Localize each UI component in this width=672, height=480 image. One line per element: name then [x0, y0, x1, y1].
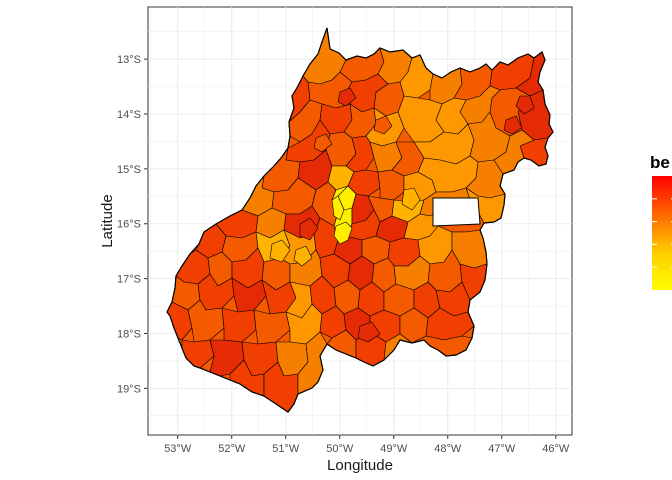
x-tick-label: 48°W — [434, 443, 462, 455]
legend-colorbar — [652, 176, 672, 290]
municipality-region — [293, 245, 313, 267]
x-tick-label: 49°W — [380, 443, 408, 455]
municipality-region — [377, 169, 405, 201]
y-tick-label: 19°S — [117, 383, 141, 395]
municipality-region — [299, 217, 319, 241]
y-tick-label: 13°S — [117, 54, 141, 66]
state-border — [166, 27, 554, 413]
municipality-region — [401, 187, 421, 211]
municipality-region — [515, 95, 535, 115]
x-tick-label: 47°W — [488, 443, 516, 455]
federal-district-no-data — [432, 197, 481, 227]
municipality-regions — [166, 27, 554, 413]
y-tick-label: 16°S — [117, 219, 141, 231]
municipality-region — [313, 133, 333, 153]
x-tick-label: 52°W — [218, 443, 246, 455]
municipality-region — [269, 239, 291, 263]
municipality-region — [337, 87, 357, 107]
y-tick-label: 18°S — [117, 328, 141, 340]
legend: be — [650, 153, 672, 290]
y-tick-label: 17°S — [117, 274, 141, 286]
municipality-region — [333, 221, 353, 245]
y-axis-title: Latitude — [99, 194, 116, 247]
x-tick-label: 46°W — [542, 443, 570, 455]
municipality-region — [357, 321, 381, 343]
x-tick-label: 50°W — [326, 443, 354, 455]
y-tick-label: 14°S — [117, 109, 141, 121]
legend-title: be — [650, 153, 670, 172]
municipality-region — [253, 309, 291, 345]
y-tick-label: 15°S — [117, 164, 141, 176]
y-axis-ticks: 13°S 14°S 15°S 16°S 17°S 18°S 19°S — [117, 54, 148, 395]
municipality-region — [231, 277, 267, 313]
municipality-region — [503, 115, 523, 135]
municipality-region — [373, 115, 393, 135]
municipality-region — [221, 307, 257, 343]
x-axis-ticks: 53°W 52°W 51°W 50°W 49°W 48°W 47°W 46°W — [164, 435, 570, 455]
x-axis-title: Longitude — [327, 457, 393, 474]
municipality-region — [331, 195, 345, 221]
x-tick-label: 51°W — [272, 443, 300, 455]
x-tick-label: 53°W — [164, 443, 192, 455]
